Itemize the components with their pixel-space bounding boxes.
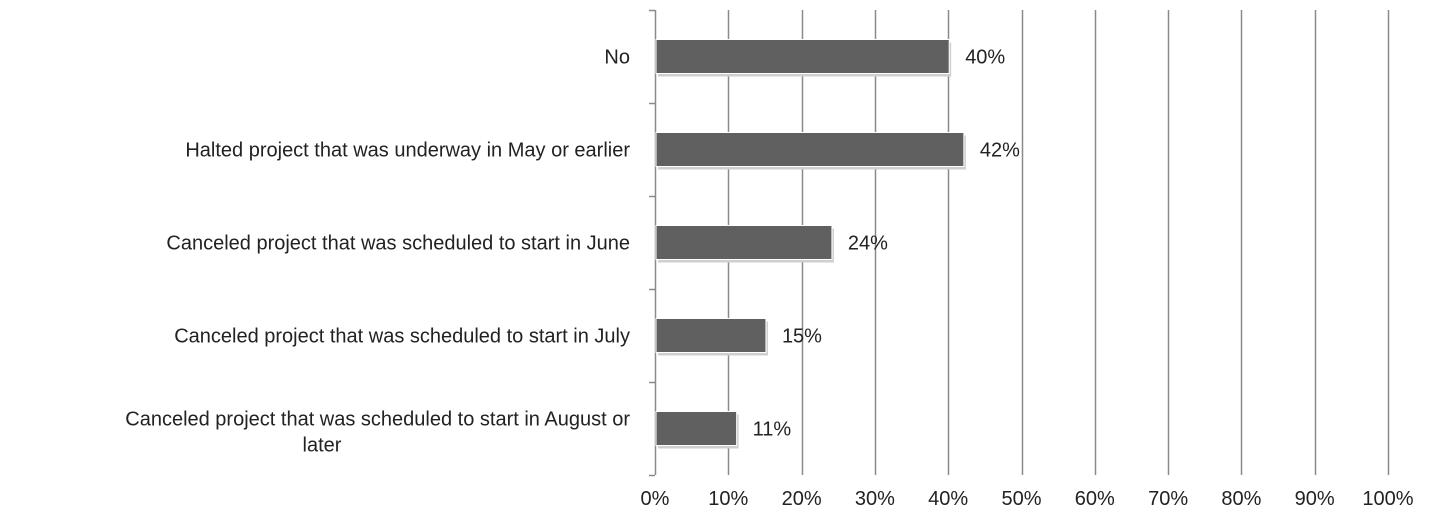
category-label: Halted project that was underway in May … — [185, 140, 630, 162]
x-tick-label: 50% — [1001, 488, 1041, 510]
data-label: 24% — [848, 233, 888, 255]
x-tick-label: 90% — [1295, 488, 1335, 510]
bar — [655, 411, 738, 446]
category-label-line2: later — [303, 435, 342, 457]
x-tick-label: 70% — [1148, 488, 1188, 510]
bar — [655, 225, 833, 260]
x-tick-label: 30% — [855, 488, 895, 510]
bar — [655, 39, 950, 74]
bar — [655, 318, 767, 353]
category-label: Canceled project that was scheduled to s… — [125, 409, 630, 431]
x-tick-label: 40% — [928, 488, 968, 510]
x-tick-label: 20% — [782, 488, 822, 510]
category-label: No — [604, 47, 630, 69]
x-tick-label: 80% — [1221, 488, 1261, 510]
x-tick-label: 10% — [708, 488, 748, 510]
data-label: 42% — [980, 140, 1020, 162]
x-tick-label: 100% — [1362, 488, 1413, 510]
data-label: 15% — [782, 326, 822, 348]
bar — [655, 132, 965, 167]
data-label: 11% — [753, 419, 792, 441]
data-label: 40% — [965, 47, 1005, 69]
x-tick-label: 60% — [1075, 488, 1115, 510]
category-label: Canceled project that was scheduled to s… — [166, 233, 630, 255]
category-label: Canceled project that was scheduled to s… — [174, 326, 630, 348]
x-tick-label: 0% — [641, 488, 670, 510]
